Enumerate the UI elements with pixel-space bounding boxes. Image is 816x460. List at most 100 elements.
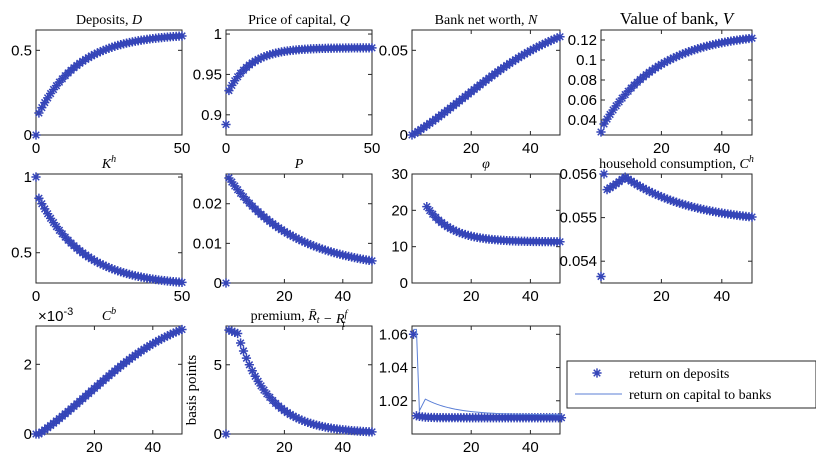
x-tick-label: 0 (32, 140, 40, 157)
data-point (221, 119, 231, 130)
data-point (320, 245, 330, 255)
data-point (221, 278, 231, 288)
x-tick-label: 0 (32, 288, 40, 305)
data-point (148, 339, 158, 349)
data-point (221, 429, 231, 439)
chart-panel-3: 20 40 0 0.05 Bank net worth, N (379, 13, 565, 157)
data-point (332, 248, 342, 259)
data-point (104, 43, 114, 53)
data-point (329, 248, 339, 258)
x-tick-label: 50 (364, 140, 381, 157)
data-point (516, 51, 527, 61)
data-point (303, 417, 313, 428)
data-point (448, 225, 459, 235)
data-point (107, 42, 117, 52)
data-point (699, 42, 709, 52)
data-point (617, 93, 627, 103)
series-markers (407, 32, 565, 140)
data-point (224, 85, 234, 96)
y-tick-label: 0.5 (11, 42, 32, 59)
data-point (282, 407, 292, 418)
data-point (460, 229, 470, 240)
data-point (626, 176, 636, 186)
data-point (457, 228, 467, 239)
chart-panel-4: 20 40 0.04 0.06 0.08 0.1 0.12 Value of bank, V (568, 9, 757, 157)
data-point (154, 335, 164, 346)
data-point (171, 327, 181, 337)
chart-panel-6: 20 40 0 0.01 0.02 P (193, 157, 377, 305)
data-point (511, 55, 521, 65)
data-point (552, 33, 562, 43)
data-point (442, 222, 453, 232)
data-point (647, 188, 657, 198)
data-point (599, 119, 609, 129)
data-point (635, 181, 645, 192)
y-tick-label: 1 (24, 169, 32, 186)
y-tick-label: 0.056 (559, 166, 597, 183)
data-point (43, 93, 53, 103)
x-tick-label: 40 (144, 439, 161, 456)
chart-panel-11: 20 40 1.02 1.04 1.06 (379, 325, 567, 456)
y-axis-label: basis points (184, 355, 200, 426)
data-point (241, 353, 252, 363)
data-point (306, 418, 316, 428)
data-point (687, 202, 697, 212)
data-point (653, 190, 663, 201)
data-point (151, 337, 161, 347)
data-point (259, 385, 269, 395)
x-tick-label: 20 (653, 140, 670, 157)
data-point (650, 189, 660, 199)
data-point (747, 33, 757, 43)
data-point (48, 84, 59, 95)
data-point (522, 47, 533, 58)
axes-box (600, 173, 753, 284)
data-point (265, 50, 275, 60)
data-point (116, 39, 126, 50)
data-point (110, 41, 120, 51)
y-tick-label: 1 (214, 26, 222, 43)
data-point (262, 51, 272, 61)
data-point (233, 328, 243, 339)
data-point (687, 46, 697, 56)
data-point (244, 360, 254, 370)
data-point (98, 260, 108, 270)
y-tick-label: 0.02 (193, 196, 222, 213)
data-point (83, 53, 94, 63)
data-point (540, 38, 550, 48)
data-point (256, 53, 266, 63)
y-tick-label: 0.5 (11, 245, 32, 262)
data-point (294, 414, 304, 424)
y-tick-label: 20 (391, 202, 408, 219)
data-point (116, 267, 126, 277)
data-point (519, 49, 530, 59)
chart-title: Value of bank, V (620, 9, 736, 28)
x-tick-label: 40 (334, 439, 351, 456)
data-point (291, 233, 301, 243)
data-point (227, 326, 237, 336)
chart-title: household consumption, Ch (599, 154, 754, 172)
data-point (555, 237, 565, 247)
data-point (451, 226, 461, 236)
y-tick-label: 0.95 (193, 66, 222, 83)
y-tick-label: 0.054 (559, 253, 597, 270)
data-point (253, 376, 263, 386)
axes-box (600, 29, 753, 136)
data-point (162, 331, 172, 341)
data-point (43, 209, 53, 219)
y-tick-label: 5 (214, 357, 222, 374)
y-tick-label: 0.06 (568, 92, 597, 109)
series-markers (596, 169, 757, 282)
chart-title: Bank net worth, N (435, 13, 538, 28)
data-point (680, 200, 691, 210)
data-point (747, 212, 757, 222)
x-tick-label: 40 (334, 288, 351, 305)
data-point (256, 381, 266, 391)
data-point (702, 41, 712, 51)
data-point (101, 261, 111, 271)
data-point (317, 244, 327, 254)
series-markers (422, 202, 565, 247)
data-point (276, 225, 287, 235)
legend-box (566, 360, 816, 409)
data-point (696, 43, 706, 53)
series-markers (221, 173, 377, 288)
